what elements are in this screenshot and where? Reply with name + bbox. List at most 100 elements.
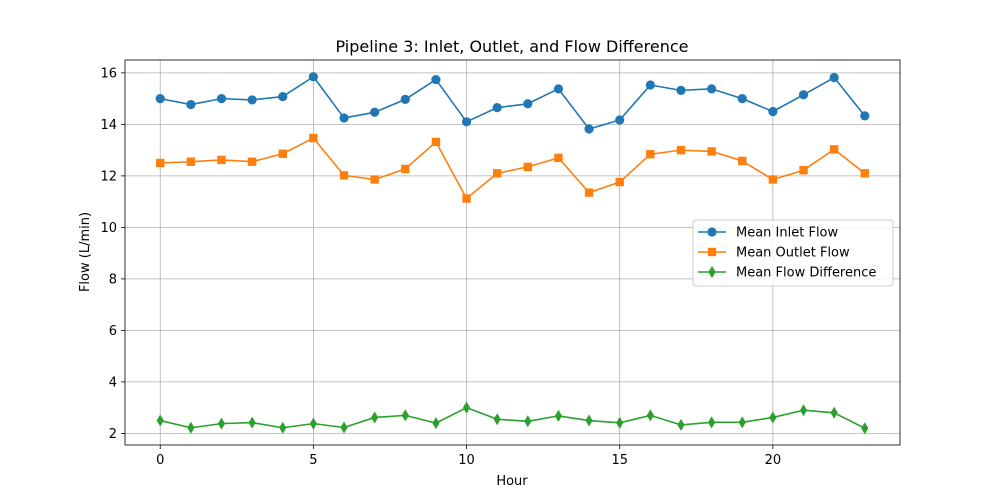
data-point [217,417,226,430]
data-point [830,406,838,419]
data-point [799,166,808,175]
y-tick-label: 14 [100,118,117,133]
data-point [401,409,409,422]
data-point [738,156,747,166]
data-point [524,415,532,428]
series-line [160,137,866,200]
data-point [493,413,501,426]
legend-label: Mean Flow Difference [736,266,876,281]
y-tick-label: 16 [100,66,117,81]
data-point [829,145,839,154]
x-tick-label: 0 [156,453,164,468]
series-3 [156,401,869,435]
y-tick-label: 6 [109,324,117,339]
data-point [461,117,472,127]
x-tick-label: 5 [309,453,317,468]
data-point [860,169,869,178]
y-tick-label: 8 [109,272,117,287]
data-point [492,103,502,113]
data-point [584,188,594,197]
data-point [309,133,318,143]
data-point [769,411,777,424]
data-point [308,72,318,82]
data-point [155,94,165,104]
data-point [676,145,686,155]
series-2 [156,133,869,203]
data-point [523,99,533,109]
legend-item: Mean Outlet Flow [698,246,850,261]
x-tick-label: 20 [765,453,782,468]
data-point [798,90,809,100]
data-point [247,157,257,166]
data-point [339,171,349,180]
legend-marker [707,247,717,257]
data-point [768,106,778,117]
x-tick-label: 10 [458,453,475,468]
series-1 [155,72,870,134]
data-point [431,74,441,85]
data-point [278,91,288,102]
data-point [248,416,256,429]
data-point [279,421,287,434]
y-tick-label: 12 [100,169,117,184]
legend-item: Mean Inlet Flow [698,226,839,241]
data-point [523,162,533,172]
legend-item: Mean Flow Difference [698,266,876,281]
data-point [492,169,502,178]
data-point [677,418,685,431]
legend-marker [708,266,716,278]
data-point [309,417,317,430]
data-point [278,149,287,158]
legend: Mean Inlet Flow Mean Outlet Flow Mean Flow… [692,219,894,287]
data-point [615,177,624,187]
data-point [217,155,226,165]
data-point [370,175,379,184]
data-point [216,94,227,104]
series-group [155,72,870,435]
legend-label: Mean Outlet Flow [736,246,850,261]
data-point [186,157,196,166]
data-point [156,414,164,427]
data-point [554,153,563,163]
data-point [707,147,716,156]
data-point [462,401,471,414]
data-point [585,414,593,427]
data-point [462,194,471,203]
data-point [646,150,655,159]
y-axis-label: Flow (L/min) [78,212,93,292]
data-point [799,404,808,417]
data-point [247,95,257,105]
data-point [645,80,655,90]
series-line [160,406,866,429]
data-point [340,421,348,434]
data-point [829,72,839,83]
data-point [431,137,441,147]
data-point [768,175,778,184]
data-point [554,409,563,422]
x-axis-label: Hour [496,474,528,489]
data-point [708,416,716,429]
y-tick-label: 10 [100,221,117,236]
x-axis: 0 5 10 15 20 [156,445,781,468]
data-point [339,113,349,123]
data-point [432,417,440,430]
y-axis: 2 4 6 8 10 12 14 16 [100,66,125,442]
data-point [707,84,717,94]
data-point [738,416,746,429]
data-point [400,94,410,105]
legend-marker [707,227,717,237]
x-tick-label: 15 [611,453,628,468]
data-point [371,411,379,424]
series-line [160,75,866,130]
y-tick-label: 2 [109,427,117,442]
chart-title: Pipeline 3: Inlet, Outlet, and Flow Diff… [336,37,689,56]
data-point [616,416,624,429]
legend-box [692,219,894,287]
data-point [370,107,380,117]
data-point [860,111,870,121]
plot-frame [124,59,901,446]
data-point [553,84,564,94]
data-point [156,158,165,168]
data-point [676,85,686,95]
